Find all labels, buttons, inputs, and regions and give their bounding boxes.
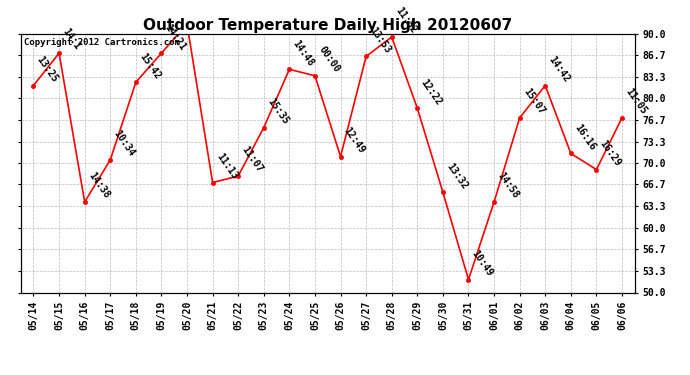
Text: Copyright 2012 Cartronics.com: Copyright 2012 Cartronics.com	[23, 38, 179, 46]
Text: 11:07: 11:07	[239, 145, 265, 175]
Text: 11:13: 11:13	[214, 152, 239, 181]
Text: 13:25: 13:25	[35, 54, 60, 84]
Text: 14:48: 14:48	[290, 38, 316, 68]
Text: 14:42: 14:42	[546, 54, 572, 84]
Text: 11:52: 11:52	[393, 6, 418, 36]
Title: Outdoor Temperature Daily High 20120607: Outdoor Temperature Daily High 20120607	[143, 18, 513, 33]
Text: 14:38: 14:38	[86, 171, 111, 201]
Text: 14:58: 14:58	[495, 171, 520, 201]
Text: 16:29: 16:29	[598, 138, 623, 168]
Text: 14:1: 14:1	[61, 27, 82, 52]
Text: 15:20: 15:20	[0, 374, 1, 375]
Text: 11:05: 11:05	[623, 87, 649, 117]
Text: 12:22: 12:22	[419, 77, 444, 107]
Text: 10:34: 10:34	[112, 129, 137, 159]
Text: 15:07: 15:07	[521, 87, 546, 117]
Text: 10:49: 10:49	[470, 248, 495, 278]
Text: 16:16: 16:16	[572, 122, 598, 152]
Text: 13:53: 13:53	[368, 25, 393, 55]
Text: 12:49: 12:49	[342, 126, 367, 155]
Text: 13:32: 13:32	[444, 161, 469, 191]
Text: 15:42: 15:42	[137, 51, 162, 81]
Text: 15:35: 15:35	[265, 96, 290, 126]
Text: 14:21: 14:21	[163, 22, 188, 52]
Text: 00:00: 00:00	[316, 45, 342, 74]
